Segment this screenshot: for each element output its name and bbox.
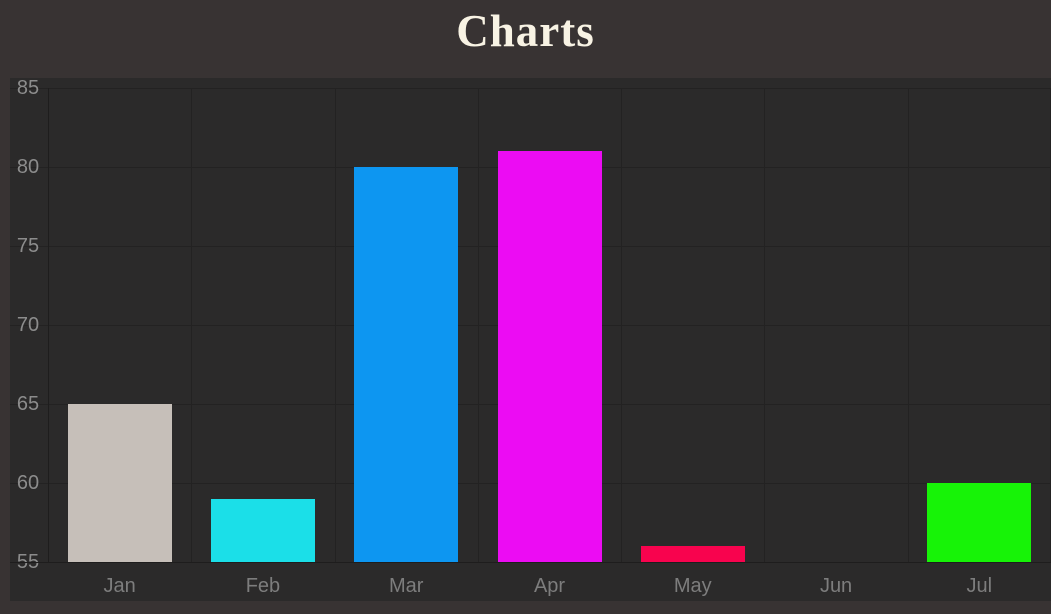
bar-jan[interactable] xyxy=(67,404,172,562)
x-axis-label-apr: Apr xyxy=(533,575,566,597)
bar-jul[interactable] xyxy=(927,483,1032,562)
x-gridline xyxy=(764,88,766,562)
y-tick-label: 65 xyxy=(16,393,40,415)
chart-title: Charts xyxy=(456,6,595,56)
x-gridline xyxy=(191,88,193,562)
x-axis-label-jan: Jan xyxy=(103,575,136,597)
y-tick-label: 80 xyxy=(16,156,40,178)
x-gridline xyxy=(477,88,479,562)
x-axis-label-jun: Jun xyxy=(819,575,853,597)
y-tick-label: 70 xyxy=(16,314,40,336)
bar-feb[interactable] xyxy=(210,498,315,562)
x-axis-label-may: May xyxy=(673,575,712,597)
y-axis-line xyxy=(48,88,49,562)
y-tick-label: 60 xyxy=(16,472,40,494)
y-gridline xyxy=(10,88,1051,89)
bar-apr[interactable] xyxy=(497,151,602,562)
bar-chart: 55 60 65 70 75 80 85 Jan Feb Mar Apr May Jun Jul xyxy=(10,78,1051,601)
x-gridline xyxy=(621,88,623,562)
y-tick-label: 85 xyxy=(16,77,40,99)
x-axis-label-feb: Feb xyxy=(245,575,281,597)
chart-header: Charts xyxy=(0,0,1051,78)
bar-mar[interactable] xyxy=(354,167,459,562)
bar-may[interactable] xyxy=(640,546,745,562)
x-axis-label-jul: Jul xyxy=(966,575,993,597)
x-axis-line xyxy=(10,562,1051,563)
y-tick-label: 75 xyxy=(16,235,40,257)
x-gridline xyxy=(334,88,336,562)
x-gridline xyxy=(907,88,909,562)
x-axis-label-mar: Mar xyxy=(388,575,424,597)
